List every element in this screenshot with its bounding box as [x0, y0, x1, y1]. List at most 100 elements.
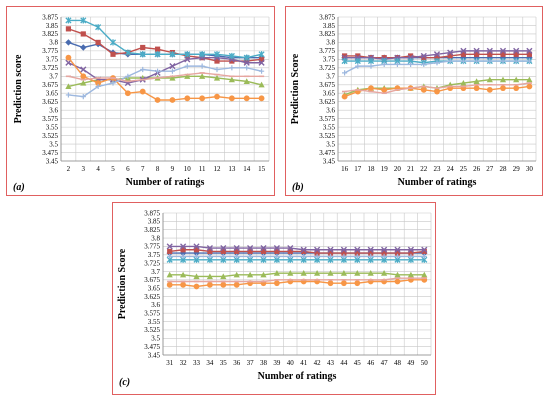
x-tick-label: 17 [354, 165, 362, 173]
data-point-red [327, 250, 334, 256]
data-point-light_blue [355, 63, 361, 69]
data-point-green [381, 270, 388, 276]
data-point-light_blue [260, 253, 267, 260]
chart-b-svg: 3.453.4753.53.5253.553.5753.63.6253.653.… [290, 13, 537, 193]
data-point-orange [139, 88, 146, 95]
data-point-red [229, 58, 235, 64]
data-point-red [207, 248, 213, 255]
panel-label: (c) [119, 377, 130, 388]
series-markers-light_blue [65, 63, 265, 100]
data-point-light_blue [301, 253, 307, 260]
y-tick-label: 3.8 [151, 234, 160, 242]
data-point-purple [367, 246, 374, 253]
x-tick-label: 49 [407, 359, 415, 367]
data-point-red [381, 250, 387, 256]
data-point-light_blue [474, 58, 480, 64]
data-point-red [274, 248, 280, 255]
data-point-purple [166, 243, 173, 250]
x-tick-label: 23 [434, 165, 442, 173]
data-point-red [247, 248, 253, 255]
y-tick-label: 3.725 [319, 64, 335, 72]
y-tick-label: 3.575 [144, 310, 160, 318]
series-markers-green [166, 270, 428, 280]
data-point-dark_blue [499, 54, 507, 61]
data-point-orange [214, 93, 220, 100]
data-point-light_blue [408, 253, 414, 260]
y-tick-label: 3.45 [46, 157, 59, 165]
data-point-green [166, 271, 173, 278]
x-tick-label: 24 [447, 165, 455, 173]
data-point-orange [434, 88, 440, 95]
data-point-purple [206, 244, 213, 252]
y-tick-label: 3.475 [144, 343, 160, 351]
y-tick-label: 3.8 [49, 39, 58, 47]
data-point-light_blue [447, 58, 453, 64]
x-axis-title: Number of ratings [258, 371, 337, 382]
data-point-purple [354, 246, 361, 253]
data-point-red [368, 250, 374, 256]
data-point-orange [65, 54, 72, 61]
data-point-red [301, 248, 307, 255]
x-tick-label: 43 [327, 359, 335, 367]
y-tick-label: 3.875 [144, 209, 160, 217]
data-point-light_blue [274, 253, 280, 260]
x-tick-label: 26 [473, 165, 481, 173]
data-point-purple [258, 59, 265, 66]
data-point-light_blue [220, 253, 226, 260]
data-point-light_blue [229, 65, 235, 71]
y-tick-label: 3.45 [323, 157, 336, 165]
data-point-purple [327, 246, 334, 253]
series-markers-cyan [65, 17, 265, 61]
data-point-orange [220, 281, 227, 288]
data-point-red [408, 53, 414, 59]
data-point-green [193, 273, 200, 280]
y-axis-title: Prediction score [13, 54, 24, 123]
data-point-cyan [213, 51, 221, 58]
data-point-purple [273, 244, 280, 252]
x-tick-label: 13 [228, 165, 236, 173]
data-point-orange [381, 86, 388, 93]
data-point-red [526, 51, 532, 57]
y-tick-label: 3.65 [323, 90, 336, 98]
data-point-orange [207, 281, 213, 288]
data-point-light_blue [199, 63, 205, 69]
x-tick-label: 41 [300, 359, 308, 367]
data-point-orange [526, 83, 533, 90]
panel-label: (b) [292, 182, 304, 193]
chart-c-svg: 3.453.4753.53.5253.553.5753.63.6253.653.… [117, 209, 432, 388]
data-point-cyan [109, 39, 117, 46]
data-point-red [314, 250, 320, 256]
y-tick-label: 3.55 [46, 123, 59, 131]
data-point-red [342, 53, 348, 59]
data-point-purple [233, 244, 240, 252]
x-tick-label: 2 [67, 165, 71, 173]
data-point-purple [394, 246, 401, 253]
chart-panel-b: 3.45 3.475 3.5 3.525 3.55 3.575 3.6 3.625 3.65 3.… [285, 6, 543, 196]
data-point-light_blue [368, 63, 374, 69]
y-axis-title: Prediction Score [290, 53, 301, 124]
x-tick-label: 18 [368, 165, 376, 173]
data-point-light_blue [154, 68, 161, 74]
y-tick-label: 3.675 [42, 81, 58, 89]
chart-panel-c: 3.45 3.475 3.5 3.525 3.55 3.575 3.6 3.625 3.65 3.… [112, 202, 436, 395]
y-tick-label: 3.6 [326, 106, 335, 114]
data-point-cyan [65, 17, 72, 24]
data-point-purple [180, 243, 187, 250]
x-tick-label: 37 [247, 359, 255, 367]
data-point-cyan [184, 51, 191, 58]
data-point-orange [199, 95, 206, 102]
data-point-light_blue [342, 70, 348, 76]
y-tick-label: 3.85 [148, 218, 161, 226]
y-tick-label: 3.725 [144, 259, 160, 267]
x-tick-label: 4 [96, 165, 100, 173]
x-axis-title: Number of ratings [398, 177, 477, 188]
series-markers-pink [167, 277, 427, 283]
y-axis-title: Prediction Score [117, 248, 128, 319]
data-point-light_blue [169, 68, 176, 74]
y-tick-label: 3.55 [323, 123, 336, 131]
x-tick-label: 14 [243, 165, 251, 173]
data-point-red [167, 248, 173, 255]
data-point-orange [193, 283, 200, 290]
data-point-red [180, 247, 186, 253]
data-point-purple [287, 244, 294, 252]
